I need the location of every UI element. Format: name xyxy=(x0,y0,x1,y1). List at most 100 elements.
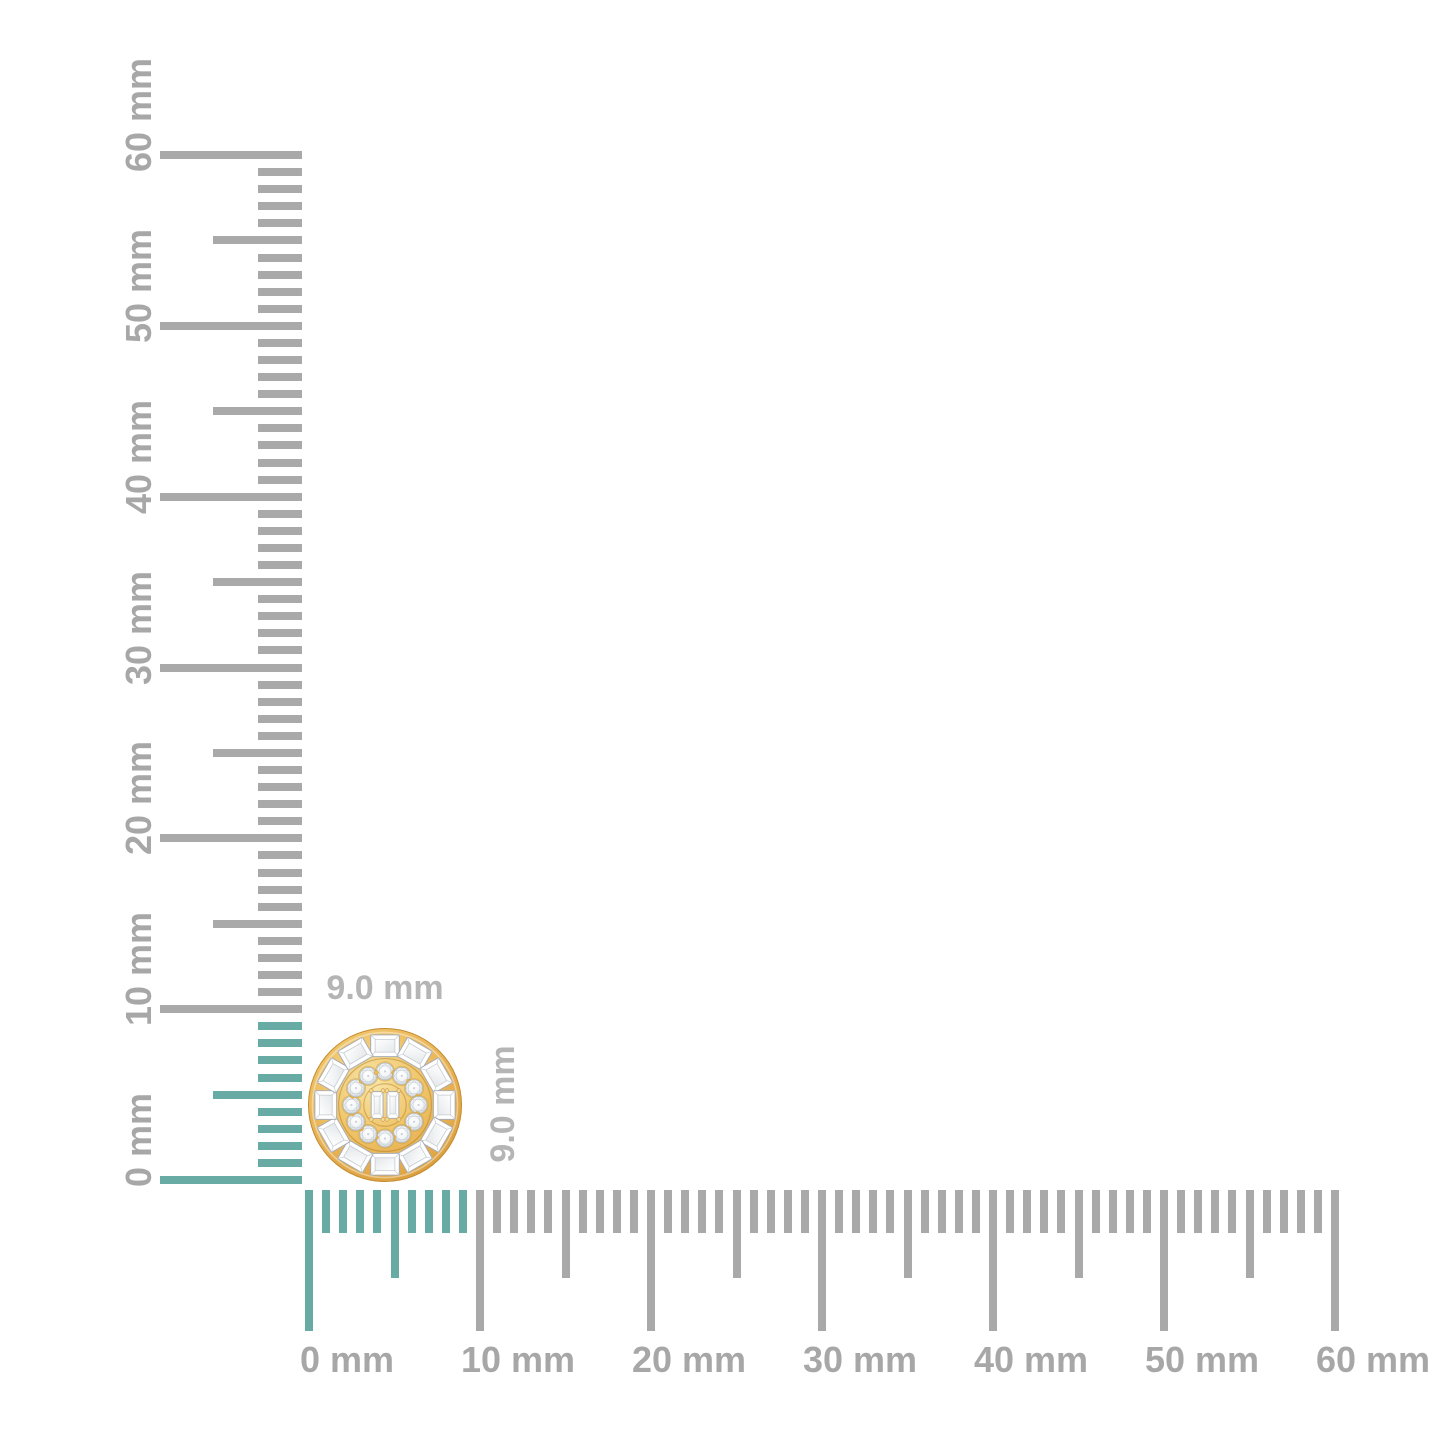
v-ruler-tick xyxy=(258,680,302,689)
round-diamond-stone xyxy=(358,1124,379,1145)
h-ruler-tick xyxy=(1006,1190,1015,1233)
h-ruler-major-label: 0 mm xyxy=(299,1339,395,1380)
h-ruler-tick xyxy=(1331,1190,1339,1331)
baguette-stone xyxy=(419,1057,454,1094)
prong-dot xyxy=(368,1088,374,1093)
h-ruler-tick xyxy=(339,1190,348,1233)
h-ruler-tick xyxy=(1279,1190,1288,1233)
v-ruler-tick xyxy=(258,1107,302,1116)
v-ruler-major-label: 10 mm xyxy=(118,911,159,1027)
h-ruler-tick xyxy=(561,1190,570,1278)
h-ruler-tick xyxy=(1091,1190,1100,1233)
h-ruler-tick xyxy=(424,1190,433,1233)
round-diamond-stone xyxy=(358,1065,379,1086)
v-ruler-tick xyxy=(258,851,302,860)
v-ruler-tick xyxy=(160,663,302,672)
v-ruler-tick xyxy=(258,526,302,535)
v-ruler-tick xyxy=(160,492,302,501)
v-ruler-tick xyxy=(258,373,302,382)
v-ruler-tick xyxy=(213,1090,302,1099)
v-ruler-tick xyxy=(258,800,302,809)
baguette-stone xyxy=(396,1036,433,1071)
prong-dot xyxy=(373,1070,379,1075)
v-ruler-tick xyxy=(258,1056,302,1065)
h-ruler-tick xyxy=(1057,1190,1066,1233)
h-ruler-tick xyxy=(1211,1190,1220,1233)
v-ruler-tick xyxy=(258,868,302,877)
h-ruler-tick xyxy=(1296,1190,1305,1233)
h-ruler-tick xyxy=(715,1190,724,1233)
h-ruler-tick xyxy=(373,1190,382,1233)
v-ruler-tick xyxy=(258,168,302,177)
prong-dot xyxy=(368,1117,374,1122)
v-ruler-tick xyxy=(258,1141,302,1150)
v-ruler-tick xyxy=(258,1022,302,1031)
v-ruler-major-label: 0 mm xyxy=(118,1092,159,1188)
v-ruler-tick xyxy=(258,561,302,569)
v-ruler-tick xyxy=(258,953,302,962)
round-diamond-stone xyxy=(345,1111,366,1132)
v-ruler-tick xyxy=(258,287,302,296)
v-ruler-tick xyxy=(160,321,302,330)
v-ruler-tick xyxy=(258,714,302,723)
v-ruler-major-label: 60 mm xyxy=(118,57,159,173)
v-ruler-tick xyxy=(258,543,302,552)
h-ruler-tick xyxy=(441,1190,450,1233)
h-ruler-tick xyxy=(698,1190,707,1233)
h-ruler-tick xyxy=(305,1190,313,1331)
h-ruler-tick xyxy=(1023,1190,1032,1233)
inner-ring-boundary xyxy=(337,1057,433,1153)
baguette-stone xyxy=(314,1090,338,1120)
h-ruler-tick xyxy=(476,1190,484,1331)
h-ruler-major-label: 30 mm xyxy=(802,1339,918,1380)
v-ruler-major-label: 20 mm xyxy=(118,740,159,856)
v-ruler-tick xyxy=(258,902,302,911)
h-ruler-tick xyxy=(903,1190,912,1278)
h-ruler-major-label: 40 mm xyxy=(973,1339,1089,1380)
h-ruler-tick xyxy=(869,1190,878,1233)
h-ruler-tick xyxy=(1194,1190,1203,1233)
h-ruler-tick xyxy=(578,1190,587,1233)
h-ruler-tick xyxy=(989,1190,997,1331)
v-ruler-tick xyxy=(258,1158,302,1167)
v-ruler-major-label: 30 mm xyxy=(118,570,159,686)
round-diamond-stone xyxy=(345,1078,366,1099)
h-ruler-tick xyxy=(971,1190,980,1233)
h-ruler-tick xyxy=(527,1190,536,1233)
v-ruler-tick xyxy=(258,783,302,792)
v-ruler-tick xyxy=(258,356,302,364)
v-ruler-tick xyxy=(258,817,302,826)
v-ruler-tick xyxy=(160,1005,302,1014)
v-ruler-tick xyxy=(258,390,302,399)
round-diamond-ring xyxy=(341,1061,429,1149)
v-ruler-tick xyxy=(160,1176,302,1184)
round-diamond-stone xyxy=(391,1065,412,1086)
h-ruler-tick xyxy=(1313,1190,1322,1233)
h-ruler-tick xyxy=(544,1190,553,1233)
v-ruler-tick xyxy=(258,1073,302,1082)
v-ruler-tick xyxy=(258,458,302,467)
h-ruler-tick xyxy=(800,1190,809,1233)
v-ruler-tick xyxy=(258,646,302,655)
h-ruler-tick xyxy=(954,1190,963,1233)
v-ruler-tick xyxy=(213,919,302,928)
h-ruler-tick xyxy=(595,1190,604,1233)
h-ruler-tick xyxy=(749,1190,758,1233)
center-setting-boundary xyxy=(363,1083,407,1127)
v-ruler-tick xyxy=(258,304,302,313)
h-ruler-tick xyxy=(1245,1190,1254,1278)
v-ruler-tick xyxy=(258,595,302,604)
h-ruler-tick xyxy=(937,1190,946,1233)
baguette-stone xyxy=(337,1036,374,1071)
v-ruler-tick xyxy=(258,270,302,279)
v-ruler-tick xyxy=(213,748,302,757)
baguette-stone xyxy=(316,1057,351,1094)
h-ruler-tick xyxy=(493,1190,502,1233)
v-ruler-tick xyxy=(258,202,302,211)
h-ruler-tick xyxy=(647,1190,655,1331)
h-ruler-tick xyxy=(681,1190,690,1233)
h-ruler-major-label: 60 mm xyxy=(1315,1339,1431,1380)
v-ruler-major-label: 40 mm xyxy=(118,399,159,515)
h-ruler-tick xyxy=(1160,1190,1168,1331)
round-diamond-stone xyxy=(341,1094,362,1116)
